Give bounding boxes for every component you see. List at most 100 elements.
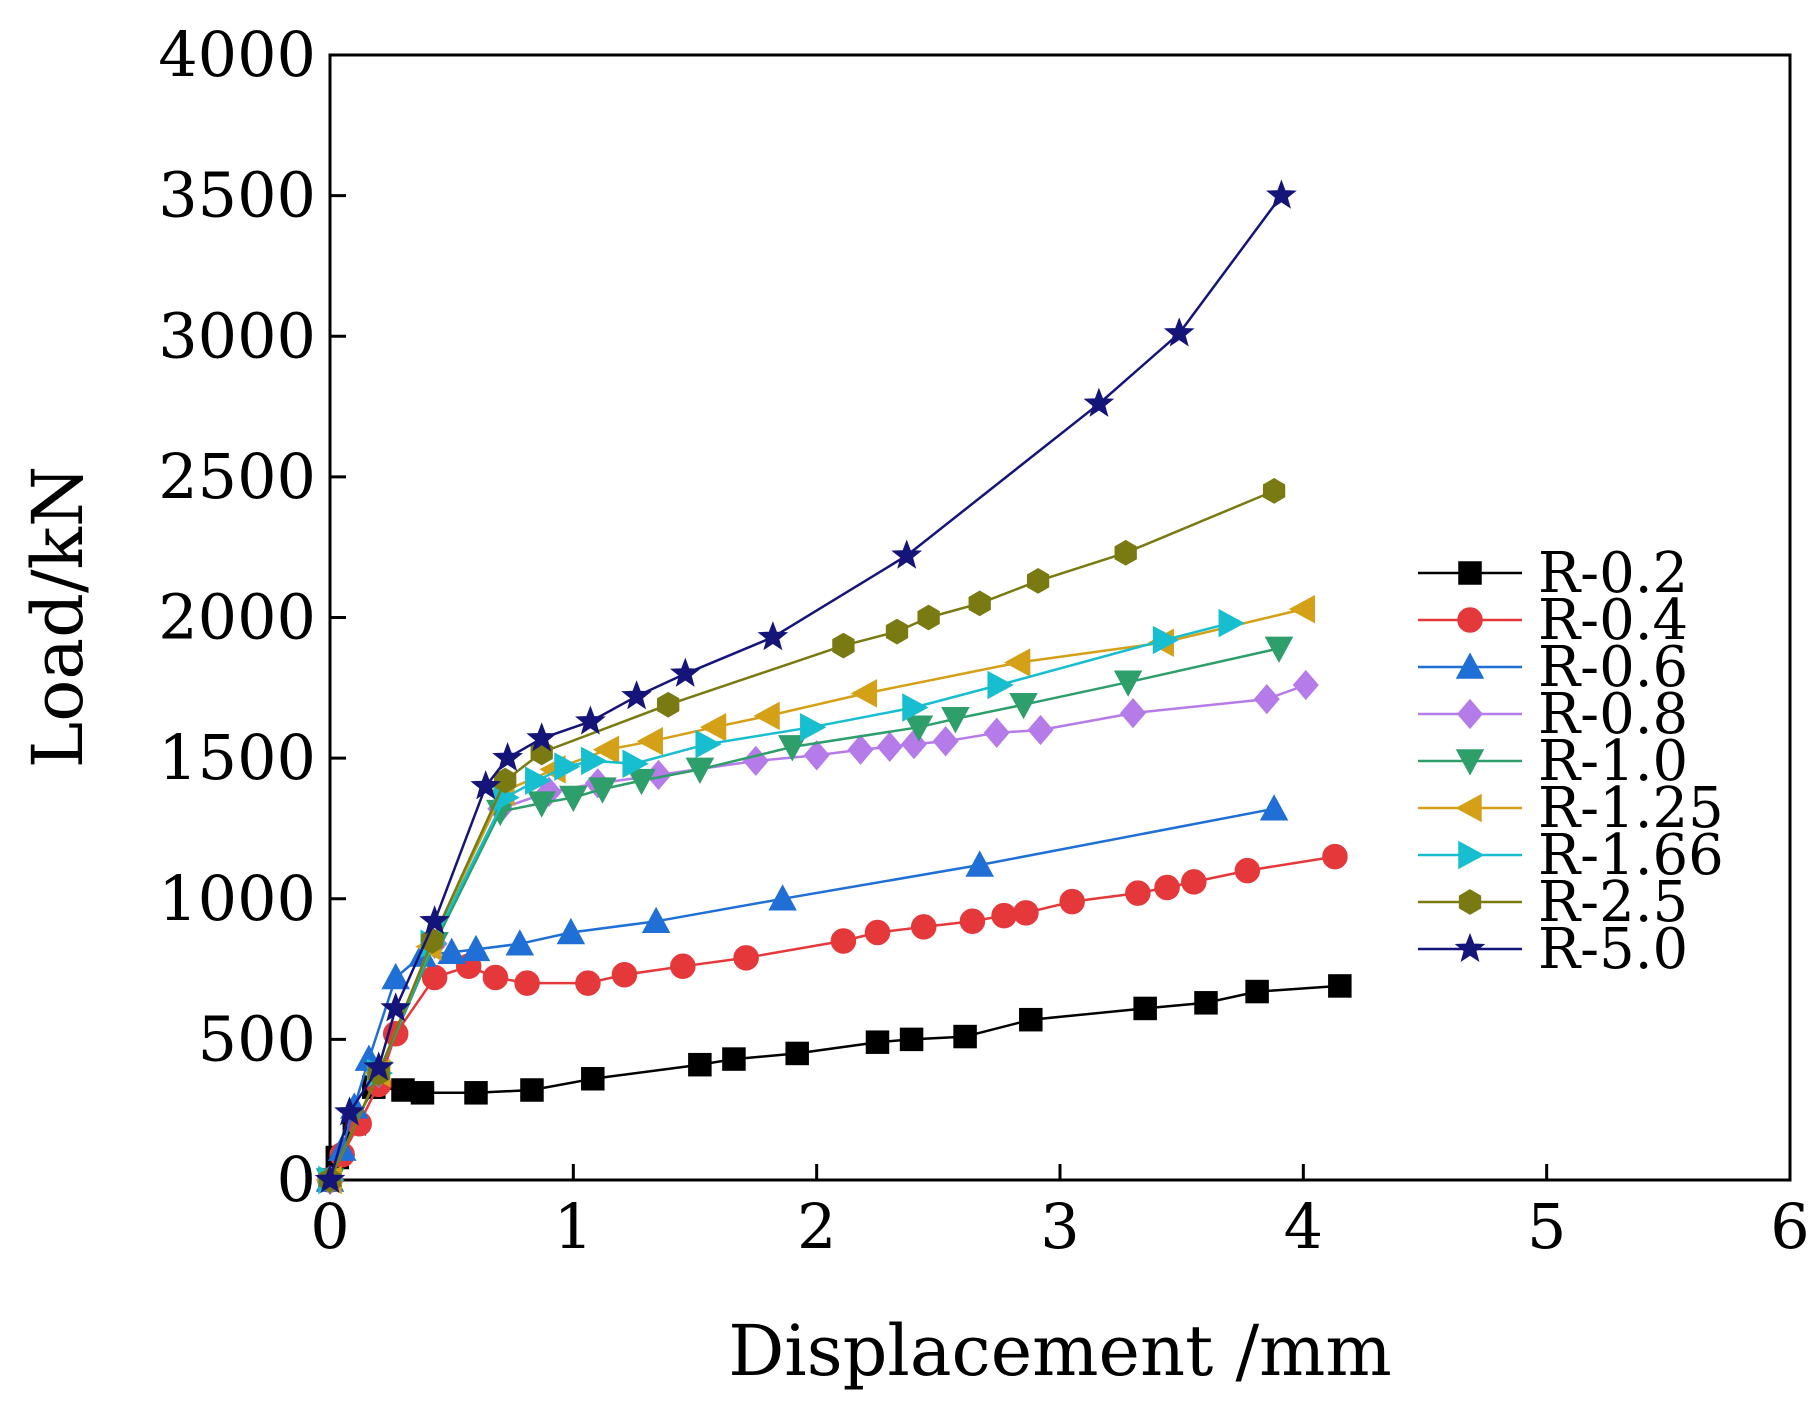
data-point-r-0-2 (1328, 974, 1352, 998)
data-point-r-2-5 (657, 691, 680, 718)
data-point-r-0-6 (327, 1134, 357, 1161)
data-point-r-0-4 (733, 945, 759, 971)
data-point-r-0-4 (910, 914, 937, 940)
legend-marker-r-0-8 (1457, 698, 1483, 730)
legend-item-r-1-25: R-1.25 (1418, 776, 1724, 841)
legend-marker-r-0-2 (1458, 561, 1482, 585)
data-point-r-0-4 (1013, 900, 1039, 926)
data-point-r-1-0 (941, 707, 970, 734)
data-point-r-1-66 (1152, 625, 1180, 655)
data-point-r-0-6 (437, 937, 466, 964)
y-tick-label: 500 (198, 1002, 316, 1075)
data-point-r-0-4 (991, 902, 1017, 929)
legend-marker-r-1-66 (1458, 840, 1485, 870)
x-tick-label: 4 (1284, 1190, 1323, 1263)
data-point-r-0-2 (1194, 991, 1218, 1015)
legend-label: R-0.2 (1538, 541, 1688, 606)
x-tick-label: 5 (1527, 1190, 1566, 1263)
data-point-r-0-4 (959, 908, 986, 934)
data-point-r-5-0 (380, 992, 412, 1022)
data-point-r-1-0 (1264, 636, 1294, 663)
data-point-r-0-2 (1245, 979, 1269, 1004)
data-point-r-0-8 (983, 717, 1010, 748)
data-point-r-5-0 (470, 770, 502, 800)
data-point-r-1-0 (527, 791, 556, 818)
data-point-r-0-2 (391, 1078, 415, 1102)
y-tick-label: 2000 (158, 581, 316, 654)
data-point-r-0-2 (899, 1027, 924, 1052)
y-axis-title: Load/kN (17, 466, 99, 768)
data-point-r-5-0 (419, 905, 450, 935)
data-point-r-1-66 (902, 693, 929, 722)
data-point-r-1-66 (525, 766, 552, 795)
data-point-r-2-5 (832, 632, 855, 659)
data-point-r-5-0 (1083, 387, 1115, 417)
x-axis: 0 1 2 3 4 5 6 (310, 1164, 1810, 1263)
data-point-r-1-25 (636, 727, 663, 756)
data-point-r-1-25 (592, 735, 620, 764)
data-point-r-0-4 (1234, 857, 1261, 884)
data-point-r-1-25 (699, 712, 727, 742)
series-r-5-0 (314, 179, 1297, 1194)
data-point-r-0-2 (1133, 996, 1157, 1021)
data-point-r-0-4 (421, 964, 448, 991)
data-point-r-0-4 (670, 953, 696, 979)
data-point-r-5-0 (526, 722, 558, 752)
data-point-r-0-2 (520, 1078, 544, 1102)
data-point-r-0-8 (876, 731, 903, 763)
legend-marker-r-0-4 (1457, 607, 1483, 633)
data-point-r-0-6 (1259, 794, 1289, 821)
legend-item-r-0-6: R-0.6 (1418, 635, 1688, 700)
data-point-r-0-2 (464, 1081, 488, 1105)
legend-marker-r-1-0 (1455, 749, 1485, 776)
series-layer (314, 179, 1352, 1196)
data-point-r-5-0 (669, 657, 701, 687)
data-point-r-0-6 (556, 917, 586, 945)
data-point-r-1-66 (622, 749, 649, 779)
data-point-r-5-0 (621, 680, 652, 710)
data-point-r-0-8 (932, 726, 959, 757)
data-point-r-1-25 (1004, 648, 1031, 677)
y-tick-label: 3500 (158, 159, 316, 232)
data-point-r-5-0 (314, 1163, 346, 1194)
data-point-r-1-0 (904, 715, 934, 742)
data-point-r-1-66 (695, 729, 722, 759)
data-point-r-0-6 (641, 906, 671, 934)
data-point-r-0-2 (410, 1081, 435, 1105)
legend-label: R-1.25 (1538, 776, 1724, 841)
series-r-2-5 (318, 478, 1286, 1193)
data-point-r-0-4 (830, 928, 857, 954)
data-point-r-0-4 (575, 970, 601, 996)
data-point-r-0-4 (514, 970, 540, 996)
legend-label: R-1.0 (1538, 729, 1688, 794)
data-point-r-0-4 (482, 964, 509, 991)
data-point-r-0-8 (1027, 714, 1054, 746)
legend-label: R-1.66 (1538, 823, 1724, 888)
data-point-r-1-25 (1288, 594, 1316, 624)
y-tick-label: 1000 (158, 862, 316, 935)
data-point-r-2-5 (1026, 568, 1050, 594)
data-point-r-1-0 (559, 785, 588, 813)
data-point-r-0-2 (1019, 1007, 1043, 1032)
data-point-r-1-25 (753, 701, 780, 731)
data-point-r-0-6 (461, 934, 491, 962)
data-point-r-5-0 (891, 539, 923, 569)
x-tick-label: 2 (797, 1190, 836, 1263)
data-point-r-2-5 (968, 590, 991, 617)
data-point-r-1-66 (800, 712, 827, 742)
data-point-r-5-0 (363, 1051, 395, 1081)
y-axis: 0 500 1000 1500 2000 2500 3000 3500 4000 (158, 18, 346, 1216)
data-point-r-1-66 (581, 746, 608, 776)
y-tick-label: 4000 (158, 18, 316, 91)
legend-label: R-0.6 (1538, 635, 1688, 700)
legend-label: R-5.0 (1538, 917, 1688, 982)
data-point-r-1-66 (987, 670, 1014, 700)
data-point-r-0-6 (381, 962, 410, 990)
series-line-r-0-4 (328, 855, 1336, 1181)
series-line-r-5-0 (328, 194, 1283, 1181)
data-point-r-5-0 (1163, 317, 1195, 347)
data-point-r-0-6 (965, 850, 994, 877)
data-point-r-1-25 (850, 679, 878, 708)
data-point-r-2-5 (1114, 539, 1137, 566)
